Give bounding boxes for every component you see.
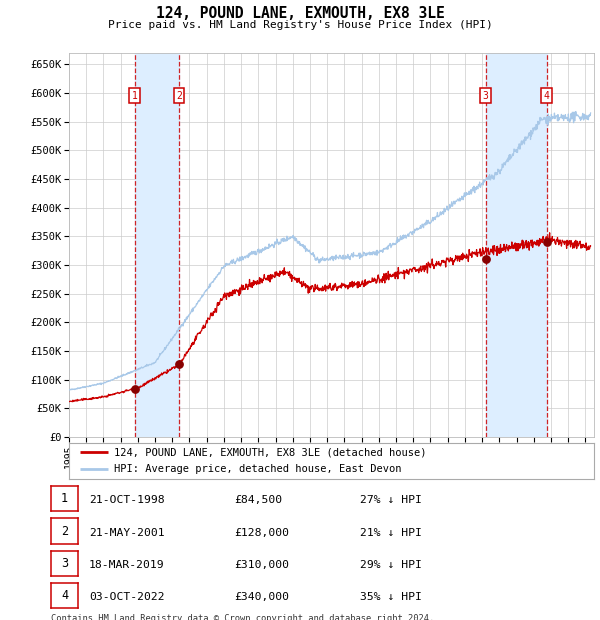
Text: 124, POUND LANE, EXMOUTH, EX8 3LE: 124, POUND LANE, EXMOUTH, EX8 3LE [155, 6, 445, 21]
Point [130, 384, 139, 394]
Bar [486, 53, 547, 437]
Text: 3: 3 [483, 91, 488, 100]
Text: HPI: Average price, detached house, East Devon: HPI: Average price, detached house, East… [113, 464, 401, 474]
Text: 2: 2 [176, 91, 182, 100]
Text: 4: 4 [61, 589, 68, 602]
Text: Contains HM Land Registry data © Crown copyright and database right 2024.
This d: Contains HM Land Registry data © Crown c… [51, 614, 434, 620]
Text: Price paid vs. HM Land Registry's House Price Index (HPI): Price paid vs. HM Land Registry's House … [107, 20, 493, 30]
Text: 3: 3 [61, 557, 68, 570]
Point [481, 254, 491, 264]
Text: 21-OCT-1998: 21-OCT-1998 [89, 495, 164, 505]
Text: 03-OCT-2022: 03-OCT-2022 [89, 592, 164, 602]
Point [174, 359, 184, 369]
Point [542, 237, 551, 247]
Text: 29% ↓ HPI: 29% ↓ HPI [360, 560, 422, 570]
Text: 1: 1 [61, 492, 68, 505]
Text: 18-MAR-2019: 18-MAR-2019 [89, 560, 164, 570]
Text: 27% ↓ HPI: 27% ↓ HPI [360, 495, 422, 505]
Text: 21-MAY-2001: 21-MAY-2001 [89, 528, 164, 538]
Text: £128,000: £128,000 [234, 528, 289, 538]
Text: 1: 1 [131, 91, 137, 100]
Text: 2: 2 [61, 525, 68, 538]
Bar [134, 53, 179, 437]
Text: £340,000: £340,000 [234, 592, 289, 602]
Text: £84,500: £84,500 [234, 495, 282, 505]
Text: £310,000: £310,000 [234, 560, 289, 570]
Text: 35% ↓ HPI: 35% ↓ HPI [360, 592, 422, 602]
Text: 21% ↓ HPI: 21% ↓ HPI [360, 528, 422, 538]
Text: 4: 4 [544, 91, 550, 100]
Text: 124, POUND LANE, EXMOUTH, EX8 3LE (detached house): 124, POUND LANE, EXMOUTH, EX8 3LE (detac… [113, 448, 426, 458]
